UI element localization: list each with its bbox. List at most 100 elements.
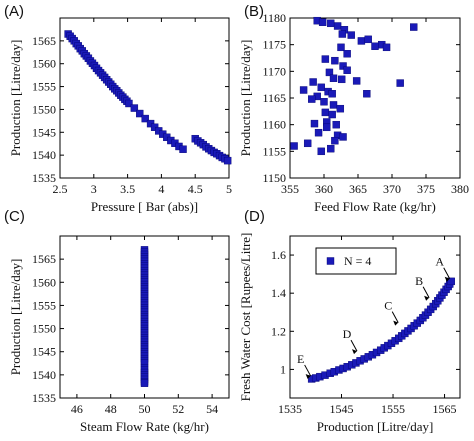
- x-tick-label: 1565: [433, 402, 457, 416]
- x-tick-label: 5: [226, 182, 232, 196]
- chart-panel-1: (A) 2.5 3 3.5 4 4.5 5 1535 1540 1545 1550 1555 1560 1…: [4, 3, 232, 214]
- data-point: [336, 104, 345, 113]
- x-tick-label: 4: [158, 182, 164, 196]
- y-axis-label: Production [Litre/day]: [8, 40, 23, 157]
- x-tick-label: 52: [172, 402, 184, 416]
- data-point: [318, 18, 327, 26]
- data-point: [125, 99, 133, 108]
- data-point: [317, 83, 325, 92]
- data-point: [347, 31, 355, 39]
- data-point: [308, 95, 316, 103]
- data-point: [337, 75, 346, 84]
- y-tick-label: 1560: [32, 57, 56, 71]
- x-tick-label: 1535: [278, 402, 302, 416]
- x-axis-label: Production [Litre/day]: [317, 419, 434, 434]
- data-point: [337, 43, 345, 52]
- annotation-arrow: [304, 364, 312, 377]
- y-tick-label: 1165: [262, 91, 286, 105]
- y-axis-label: Production [Litre/day]: [238, 40, 253, 157]
- data-point: [339, 133, 347, 141]
- x-axis-label: Feed Flow Rate (kg/hr): [314, 199, 436, 214]
- x-tick-label: 3: [91, 182, 97, 196]
- x-axis-label: Pressure [ Bar (abs)]: [91, 199, 198, 214]
- chart-panel-2: (B) 355 360 365 370 375 380 1150 1155 1160 1165 117…: [238, 3, 469, 214]
- y-tick-label: 1540: [32, 368, 56, 382]
- y-tick-label: 1555: [32, 298, 56, 312]
- y-tick-label: 1155: [262, 144, 286, 158]
- x-tick-label: 375: [417, 182, 435, 196]
- data-point: [141, 114, 149, 123]
- y-tick-label: 1555: [32, 80, 56, 94]
- x-tick-label: 360: [315, 182, 333, 196]
- y-tick-label: 1560: [32, 275, 56, 289]
- data-point: [328, 110, 336, 119]
- annotation-arrowhead: [444, 276, 450, 282]
- data-point: [329, 101, 338, 109]
- y-tick-label: 1565: [32, 34, 56, 48]
- y-tick-label: 1545: [32, 345, 56, 359]
- data-point: [130, 104, 139, 112]
- legend-marker: [326, 257, 335, 265]
- data-point: [352, 77, 361, 85]
- plot-frame: [289, 235, 461, 399]
- data-point: [309, 78, 317, 86]
- data-point: [136, 109, 144, 118]
- annotation-arrow: [350, 339, 358, 352]
- annotation-label: A: [435, 255, 444, 269]
- data-point: [328, 90, 336, 98]
- data-point: [179, 145, 187, 153]
- panel-label: (D): [244, 208, 265, 225]
- y-tick-label: 1.6: [271, 248, 286, 262]
- y-tick-label: 1160: [262, 118, 286, 132]
- data-point: [321, 55, 330, 63]
- annotation-arrowhead: [424, 295, 430, 301]
- data-point: [140, 379, 149, 387]
- y-tick-label: 1565: [32, 252, 56, 266]
- annotation-arrowhead: [352, 349, 357, 355]
- x-tick-label: 355: [281, 182, 299, 196]
- data-point: [327, 144, 335, 153]
- annotation-arrow: [443, 267, 451, 279]
- y-tick-label: 1.4: [271, 286, 286, 300]
- annotation-arrow: [391, 311, 399, 323]
- y-tick-label: 1150: [262, 171, 286, 185]
- annotation-label: B: [415, 274, 423, 288]
- y-tick-label: 1550: [32, 102, 56, 116]
- data-point: [317, 147, 325, 156]
- data-point: [329, 74, 338, 82]
- x-tick-label: 370: [383, 182, 401, 196]
- data-point: [382, 43, 391, 52]
- data-point: [447, 277, 455, 286]
- chart-panel-3: (C) 46 48 50 52 54 1535 1540 1545 1550 1555 1560 156…: [4, 208, 230, 434]
- x-tick-label: 54: [206, 402, 218, 416]
- data-point: [343, 50, 351, 58]
- x-tick-label: 50: [139, 402, 151, 416]
- y-tick-label: 1540: [32, 148, 56, 162]
- data-point: [332, 120, 340, 129]
- annotation-label: C: [384, 299, 392, 313]
- data-point: [396, 79, 404, 87]
- y-tick-label: 1.2: [271, 324, 286, 338]
- y-tick-label: 1175: [262, 38, 286, 52]
- data-point: [357, 37, 366, 45]
- x-tick-label: 1545: [330, 402, 354, 416]
- data-point: [410, 23, 418, 31]
- data-point: [339, 62, 347, 70]
- y-tick-label: 1535: [32, 391, 56, 405]
- data-point: [299, 86, 308, 94]
- y-tick-label: 1535: [32, 171, 56, 185]
- x-tick-label: 3.5: [120, 182, 135, 196]
- y-axis-label: Fresh Water Cost [Rupees/Litre]: [238, 233, 253, 402]
- y-tick-label: 1180: [262, 11, 286, 25]
- panel-label: (C): [4, 208, 25, 225]
- data-point: [303, 139, 312, 148]
- data-point: [364, 35, 372, 44]
- data-point: [331, 56, 339, 65]
- annotation-arrow: [422, 286, 430, 299]
- x-tick-label: 365: [349, 182, 367, 196]
- data-point: [343, 66, 351, 74]
- data-point: [325, 68, 334, 77]
- data-point: [333, 22, 342, 30]
- legend-label: N = 4: [344, 254, 371, 268]
- x-axis-label: Steam Flow Rate (kg/hr): [80, 419, 209, 434]
